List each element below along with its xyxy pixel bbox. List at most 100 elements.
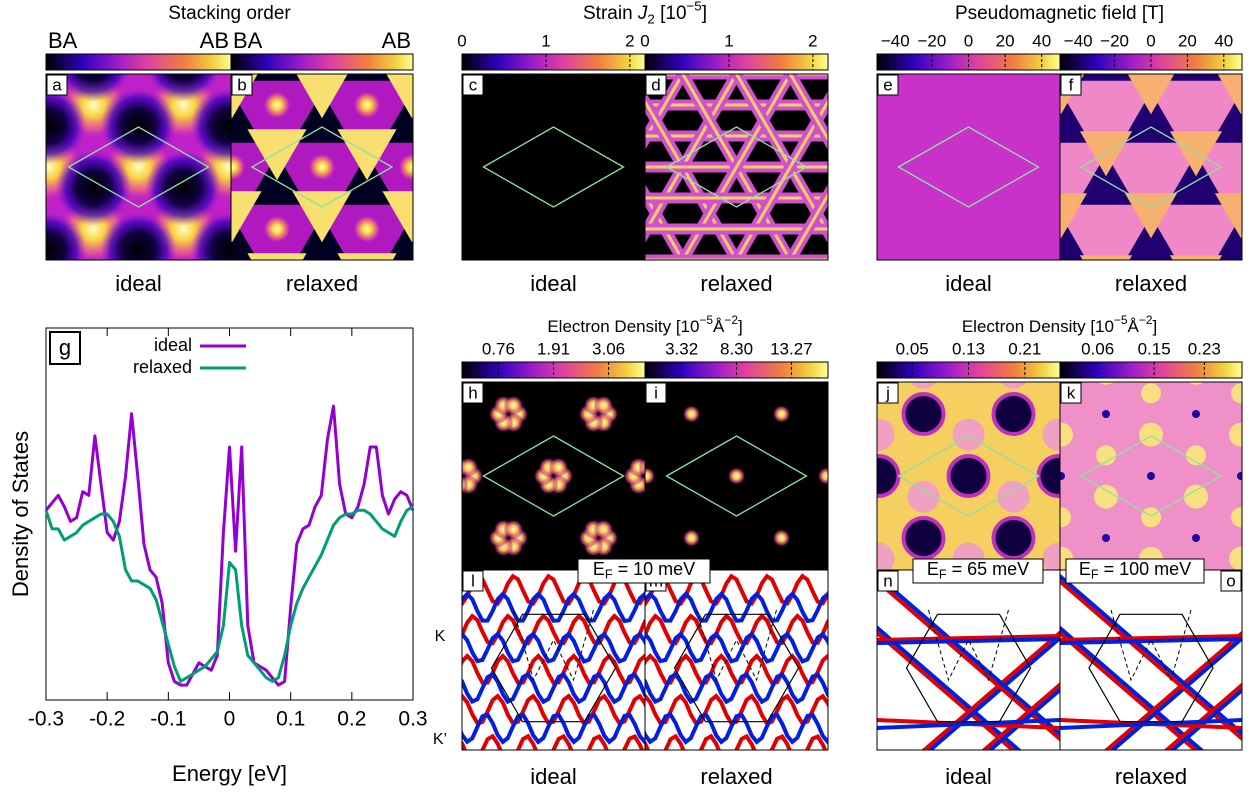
panel-frame xyxy=(644,73,829,261)
fermi-contour xyxy=(645,631,828,664)
legend-label: relaxed xyxy=(133,357,192,377)
blob xyxy=(644,342,664,362)
unit-cell xyxy=(665,126,808,208)
domain xyxy=(157,278,216,329)
colorbar-tick-label: 0.21 xyxy=(1008,339,1041,358)
panel-title-part: Electron Density [10 xyxy=(547,317,699,336)
colorbar xyxy=(461,53,646,71)
unit-cell xyxy=(897,126,1040,208)
fermi-contour xyxy=(645,613,828,646)
blob xyxy=(877,542,895,570)
panel-title-part: ] xyxy=(1152,317,1157,336)
blob xyxy=(682,529,701,547)
colorbar-tick-label: −40 xyxy=(881,31,910,50)
domain xyxy=(247,74,307,81)
blob xyxy=(817,467,828,485)
colorbar-tick-label: 1 xyxy=(724,31,733,50)
x-tick-label: -0.3 xyxy=(28,708,64,731)
blob xyxy=(414,519,434,539)
colorbar-tick-label: 3.32 xyxy=(665,339,698,358)
blob xyxy=(462,457,479,478)
ridge-core xyxy=(734,98,828,260)
blob xyxy=(1139,422,1163,447)
unit-cell xyxy=(250,126,394,208)
domain xyxy=(231,191,262,243)
fermi-energy-label: EF = 65 meV xyxy=(927,559,1029,582)
blob xyxy=(901,516,946,560)
brillouin-zone xyxy=(1088,613,1214,723)
panel-letter: n xyxy=(883,571,892,590)
blob xyxy=(1098,382,1114,385)
blob xyxy=(1060,507,1071,528)
blob xyxy=(1000,382,1027,389)
blob xyxy=(100,211,177,260)
blob xyxy=(1231,507,1242,528)
domain xyxy=(292,191,352,243)
domain xyxy=(337,253,397,260)
blob xyxy=(55,149,132,226)
fermi-energy-label-part: F xyxy=(605,568,613,582)
blob xyxy=(214,257,231,260)
heatmap xyxy=(877,382,1060,570)
fermi-contour xyxy=(645,573,828,607)
domain xyxy=(427,278,486,329)
domain xyxy=(382,191,413,243)
blob xyxy=(444,590,464,610)
domain xyxy=(386,74,413,119)
panel-letter-box xyxy=(877,570,899,592)
fermi-contour xyxy=(1060,634,1242,642)
colorbar xyxy=(45,53,232,71)
x-tick-label: -0.1 xyxy=(150,708,186,731)
panel-letter: f xyxy=(1069,75,1074,94)
blob xyxy=(414,395,434,415)
blob xyxy=(1229,546,1242,570)
blob xyxy=(464,342,484,362)
blob xyxy=(645,467,656,485)
blob xyxy=(419,404,439,424)
colorbar-tick-label: 0.13 xyxy=(952,339,985,358)
panel-title-part: J xyxy=(637,3,648,24)
heatmap xyxy=(990,74,1242,300)
heatmap xyxy=(645,74,828,260)
colorbar-tick-label: 0 xyxy=(640,31,649,50)
fermi-contour xyxy=(645,671,828,705)
fermi-energy-label-part: F xyxy=(939,568,947,582)
domain xyxy=(990,255,1042,300)
heatmap xyxy=(1060,382,1242,570)
panel-title-part: −2 xyxy=(1139,313,1153,327)
heatmap xyxy=(877,74,1060,260)
blob xyxy=(624,342,644,362)
blob xyxy=(462,475,469,495)
colorbar-label: AB xyxy=(200,28,229,53)
domain xyxy=(1217,74,1242,115)
panel-caption: relaxed xyxy=(1115,764,1187,789)
domain xyxy=(1060,91,1091,143)
domain xyxy=(1124,193,1178,239)
colorbar-label: BA xyxy=(48,28,78,53)
panel-caption: ideal xyxy=(530,271,576,296)
fermi-contour xyxy=(877,637,1060,645)
blob xyxy=(1147,472,1155,480)
heatmap xyxy=(0,26,231,260)
blob xyxy=(877,454,901,498)
blob xyxy=(124,74,153,77)
colorbar-tick-label: 0.05 xyxy=(896,339,929,358)
blob xyxy=(0,71,38,139)
panel-title-part: Electron Density [10 xyxy=(962,317,1114,336)
blob xyxy=(1102,410,1110,418)
panel-letter-box xyxy=(49,331,81,365)
blob xyxy=(1042,542,1060,570)
blob xyxy=(190,211,231,260)
heatmap xyxy=(645,382,828,570)
fermi-energy-label-part: = 100 meV xyxy=(1099,559,1192,579)
colorbar-tick-label: 0.06 xyxy=(1081,339,1114,358)
blob xyxy=(1102,534,1110,542)
blob xyxy=(503,519,524,540)
blob xyxy=(0,26,42,102)
colorbar-tick-label: −20 xyxy=(917,31,946,50)
blob xyxy=(593,519,614,540)
domain xyxy=(1076,153,1136,205)
blob xyxy=(414,537,434,557)
panel-letter-box xyxy=(1060,74,1082,96)
fermi-contour xyxy=(645,712,828,745)
